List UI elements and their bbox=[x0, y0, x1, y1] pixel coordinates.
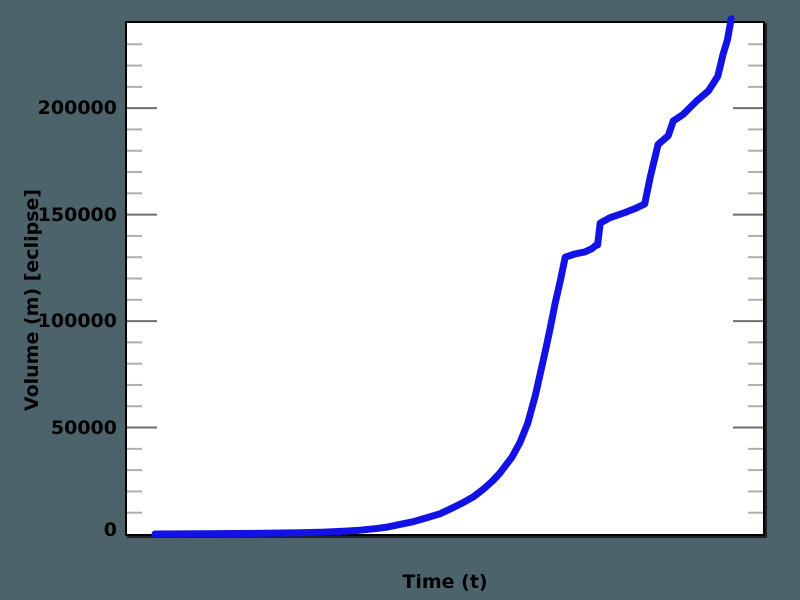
plot-svg bbox=[127, 15, 763, 538]
axis-ticks bbox=[127, 43, 763, 514]
y-tick-label: 0 bbox=[103, 519, 117, 541]
y-tick-label: 100000 bbox=[37, 310, 117, 333]
y-tick-label: 150000 bbox=[37, 203, 117, 226]
y-tick-label: 50000 bbox=[50, 416, 117, 439]
y-tick-label: 200000 bbox=[37, 97, 117, 120]
x-axis-label: Time (t) bbox=[402, 571, 488, 593]
y-axis-label: Volume (m) [eclipse] bbox=[21, 188, 43, 412]
plot-area bbox=[125, 15, 765, 538]
series-line bbox=[151, 15, 735, 538]
